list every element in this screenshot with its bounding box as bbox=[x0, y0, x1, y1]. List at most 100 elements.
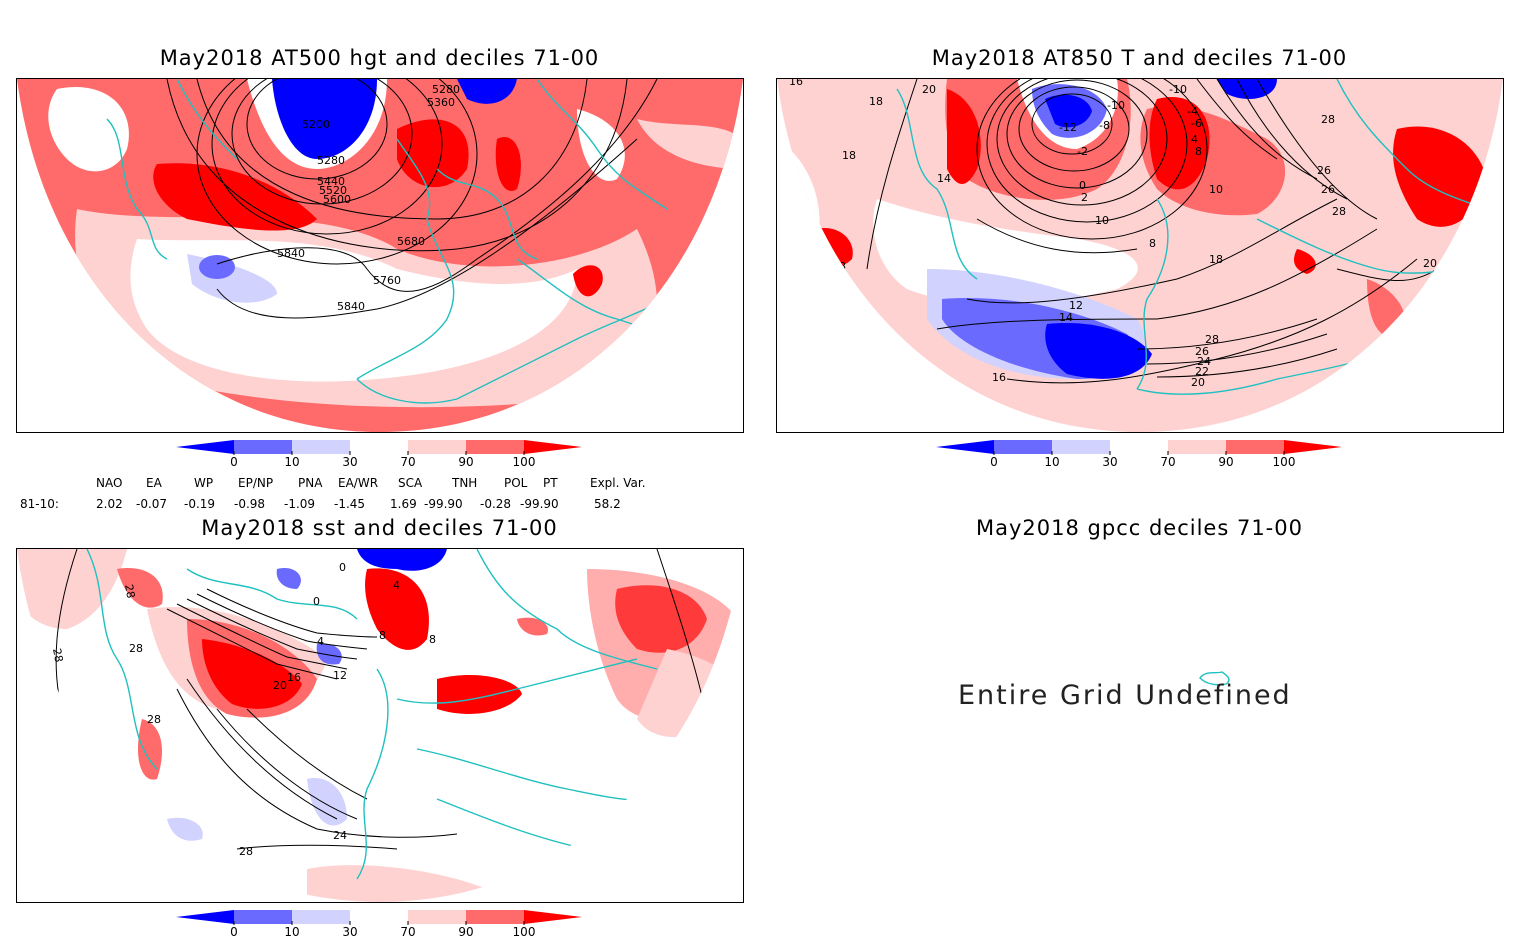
index-value: -0.98 bbox=[234, 497, 266, 511]
contour-label: 22 bbox=[1195, 365, 1209, 378]
contour-label: 28 bbox=[50, 647, 65, 663]
panel-title-gpcc: May2018 gpcc deciles 71-00 bbox=[976, 516, 1303, 540]
colorbar-sst: 0 10 30 70 90 100 bbox=[176, 909, 586, 940]
contour-label: 14 bbox=[937, 172, 951, 185]
colorbar-tick-label: 30 bbox=[342, 925, 358, 939]
colorbar-tick-label: 100 bbox=[1272, 455, 1296, 469]
contour-label: 26 bbox=[1321, 183, 1335, 196]
contour-label: 5520 bbox=[319, 184, 347, 197]
contour-label: 18 bbox=[842, 149, 856, 162]
colorbar-segment bbox=[466, 910, 524, 924]
contour-label: 18 bbox=[869, 95, 883, 108]
contour-label: 8 bbox=[379, 629, 386, 642]
colorbar-tick-label: 10 bbox=[1044, 455, 1060, 469]
contour-label: 5680 bbox=[397, 235, 425, 248]
contour-label: -12 bbox=[1059, 121, 1077, 134]
colorbar-hgt: 0 10 30 70 90 100 bbox=[176, 439, 586, 471]
colorbar-segment bbox=[1110, 440, 1168, 454]
contour-label: 28 bbox=[122, 583, 137, 599]
colorbar-segment bbox=[234, 910, 292, 924]
map-hgt: 5280 5360 5200 5280 5440 5520 5600 5680 … bbox=[17, 79, 743, 432]
contour-label: -8 bbox=[1099, 119, 1110, 132]
colorbar-segment bbox=[408, 910, 466, 924]
map-t850: 16 18 20 18 14 -12 -8 -10 -2 0 2 -10 -4 … bbox=[777, 79, 1503, 432]
colorbar-tick-label: 100 bbox=[512, 455, 536, 469]
contour-label: 20 bbox=[922, 83, 936, 96]
colorbar-t850: 0 10 30 70 90 100 bbox=[936, 439, 1346, 471]
index-value: 2.02 bbox=[96, 497, 123, 511]
index-value: 1.69 bbox=[390, 497, 417, 511]
contour-label: 8 bbox=[429, 633, 436, 646]
colorbar-segment bbox=[1226, 440, 1284, 454]
index-header: WP bbox=[194, 476, 214, 490]
contour-label: 14 bbox=[1059, 311, 1073, 324]
contour-label: 28 bbox=[129, 642, 143, 655]
panel-title-sst: May2018 sst and deciles 71-00 bbox=[201, 516, 558, 540]
colorbar-arrow-high bbox=[524, 440, 582, 454]
colorbar-arrow-low bbox=[936, 440, 994, 454]
contour-label: 5360 bbox=[427, 96, 455, 109]
contour-label: 26 bbox=[1195, 345, 1209, 358]
contour-label: 12 bbox=[1069, 299, 1083, 312]
contour-label: 5760 bbox=[373, 274, 401, 287]
index-value: -99.90 bbox=[520, 497, 559, 511]
colorbar-tick-label: 90 bbox=[1218, 455, 1234, 469]
map-sst: 28 28 28 28 0 0 4 8 4 8 12 16 20 24 28 bbox=[17, 549, 743, 902]
colorbar-tick-label: 70 bbox=[400, 925, 416, 939]
panel-title-hgt: May2018 AT500 hgt and deciles 71-00 bbox=[159, 46, 600, 70]
index-header: PT bbox=[543, 476, 558, 490]
colorbar-tick-label: 10 bbox=[284, 925, 300, 939]
contour-label: 24 bbox=[1197, 355, 1211, 368]
contour-label: 18 bbox=[1209, 253, 1223, 266]
contour-label: 12 bbox=[333, 669, 347, 682]
index-header: PNA bbox=[298, 476, 323, 490]
colorbar-segment bbox=[350, 910, 408, 924]
colorbar-tick-label: 0 bbox=[230, 925, 238, 939]
contour-label: 10 bbox=[1209, 183, 1223, 196]
contour-label: 16 bbox=[837, 323, 851, 336]
colorbar-arrow-high bbox=[1284, 440, 1342, 454]
index-value: -1.45 bbox=[334, 497, 366, 511]
contour-label: 20 bbox=[273, 679, 287, 692]
contour-label: 0 bbox=[313, 595, 320, 608]
contour-label: 28 bbox=[1205, 333, 1219, 346]
index-header: Expl. Var. bbox=[590, 476, 646, 490]
index-value: -99.90 bbox=[424, 497, 463, 511]
colorbar-arrow-low bbox=[176, 910, 234, 924]
map-fragment bbox=[1199, 671, 1230, 686]
colorbar-tick-label: 0 bbox=[230, 455, 238, 469]
map-panel-sst: 28 28 28 28 0 0 4 8 4 8 12 16 20 24 28 bbox=[16, 548, 744, 903]
colorbar-segment bbox=[350, 440, 408, 454]
contour-label: 5440 bbox=[317, 175, 345, 188]
contour-label: 20 bbox=[1191, 376, 1205, 389]
colorbar-segment bbox=[994, 440, 1052, 454]
colorbar-segment bbox=[234, 440, 292, 454]
contour-label: 0 bbox=[1079, 179, 1086, 192]
contour-label: 4 bbox=[393, 579, 400, 592]
contour-label: 16 bbox=[287, 671, 301, 684]
contour-label: -4 bbox=[1187, 105, 1198, 118]
contour-label: 5840 bbox=[277, 247, 305, 260]
contour-label: -6 bbox=[1191, 117, 1202, 130]
index-value: 58.2 bbox=[594, 497, 621, 511]
contour-label: -10 bbox=[1107, 99, 1125, 112]
colorbar-tick-label: 90 bbox=[458, 925, 474, 939]
index-header: POL bbox=[504, 476, 528, 490]
contour-label: 16 bbox=[992, 371, 1006, 384]
colorbar-tick-label: 30 bbox=[1102, 455, 1118, 469]
contour-label: 4 bbox=[317, 635, 324, 648]
panel-title-t850: May2018 AT850 T and deciles 71-00 bbox=[931, 46, 1348, 70]
contour-label: -2 bbox=[1077, 145, 1088, 158]
contour-label: 18 bbox=[1457, 235, 1471, 248]
colorbar-tick-label: 100 bbox=[512, 925, 536, 939]
colorbar-segment bbox=[1168, 440, 1226, 454]
contour-label: 16 bbox=[789, 79, 803, 88]
contour-label: 5600 bbox=[323, 193, 351, 206]
contour-label: 8 bbox=[1195, 145, 1202, 158]
contour-label: 28 bbox=[1321, 113, 1335, 126]
index-row-label: 81-10: bbox=[20, 497, 59, 511]
contour-label: 5280 bbox=[432, 83, 460, 96]
contour-label: 18 bbox=[832, 260, 846, 273]
contour-label: 20 bbox=[1423, 257, 1437, 270]
colorbar-tick-label: 0 bbox=[990, 455, 998, 469]
